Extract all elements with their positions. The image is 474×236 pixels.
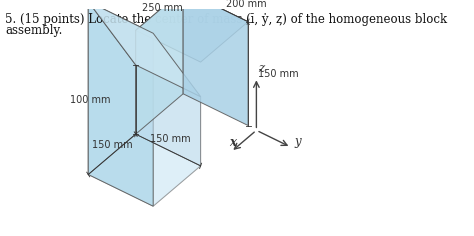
Text: 200 mm: 200 mm (226, 0, 266, 9)
Text: 250 mm: 250 mm (142, 4, 183, 13)
Polygon shape (136, 0, 183, 134)
Polygon shape (153, 33, 201, 206)
Text: 150 mm: 150 mm (149, 134, 190, 144)
Polygon shape (88, 2, 201, 97)
Text: assembly.: assembly. (5, 24, 63, 37)
Text: 5. (15 points) Locate the center of mass (ī, ẏ, ȥ) of the homogeneous block: 5. (15 points) Locate the center of mass… (5, 13, 447, 26)
Polygon shape (136, 65, 201, 166)
Text: y: y (294, 135, 301, 148)
Polygon shape (88, 134, 201, 206)
Text: 150 mm: 150 mm (258, 69, 299, 79)
Polygon shape (88, 2, 136, 174)
Polygon shape (88, 2, 153, 206)
Text: z: z (258, 62, 264, 75)
Polygon shape (136, 0, 248, 62)
Text: 150 mm: 150 mm (91, 139, 132, 150)
Polygon shape (183, 0, 248, 126)
Text: x: x (229, 136, 237, 149)
Text: 100 mm: 100 mm (70, 95, 111, 105)
